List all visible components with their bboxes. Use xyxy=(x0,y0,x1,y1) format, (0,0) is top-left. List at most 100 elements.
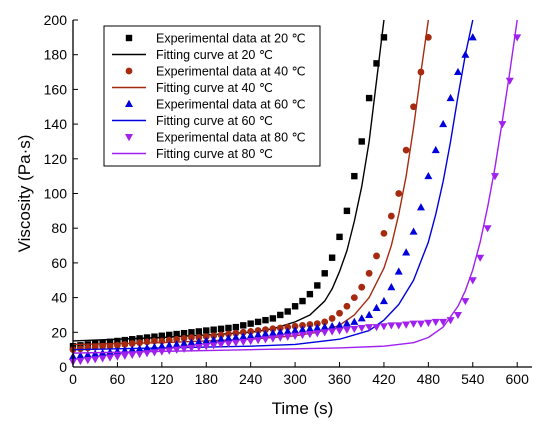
data-point xyxy=(402,146,410,154)
data-point xyxy=(409,320,418,328)
data-point xyxy=(299,297,306,305)
data-point xyxy=(83,350,92,358)
data-point xyxy=(202,336,211,344)
y-tick-label: 60 xyxy=(51,255,67,271)
data-point xyxy=(113,353,122,361)
data-point xyxy=(365,269,373,277)
data-point xyxy=(268,328,277,337)
data-point xyxy=(187,338,196,346)
data-point xyxy=(114,337,121,345)
data-point xyxy=(239,328,247,336)
data-point xyxy=(180,339,189,347)
y-tick-label: 100 xyxy=(44,186,68,202)
data-point xyxy=(335,321,344,329)
data-point xyxy=(409,227,418,235)
x-tick-label: 360 xyxy=(328,371,352,387)
data-point xyxy=(373,60,380,67)
legend-label: Experimental data at 80 ℃ xyxy=(156,131,306,145)
data-point xyxy=(468,277,477,285)
data-point xyxy=(76,357,85,366)
data-point xyxy=(106,354,115,362)
data-point xyxy=(217,331,225,339)
data-point xyxy=(461,298,470,306)
x-tick-label: 60 xyxy=(110,371,126,387)
data-point xyxy=(98,355,107,363)
data-point xyxy=(321,318,329,326)
data-point xyxy=(209,335,218,344)
data-point xyxy=(358,283,366,291)
y-tick-label: 180 xyxy=(44,47,68,63)
data-point xyxy=(284,308,291,315)
legend-label: Fitting curve at 80 ℃ xyxy=(156,147,273,161)
data-point xyxy=(305,324,314,332)
data-point xyxy=(99,339,106,346)
data-point xyxy=(254,330,263,338)
data-point xyxy=(328,328,337,336)
legend-label: Fitting curve at 40 ℃ xyxy=(156,81,273,95)
data-point xyxy=(106,348,115,356)
data-point xyxy=(365,94,373,102)
data-point xyxy=(239,338,248,347)
data-point xyxy=(172,346,181,354)
data-point xyxy=(269,315,277,322)
data-point xyxy=(291,303,299,310)
data-point xyxy=(395,190,403,197)
data-point xyxy=(402,321,411,329)
data-point xyxy=(194,344,203,352)
y-tick-label: 160 xyxy=(44,81,68,97)
data-point xyxy=(158,332,166,339)
legend-item: Fitting curve at 80 ℃ xyxy=(112,147,273,161)
data-point xyxy=(276,334,285,342)
data-point xyxy=(217,325,225,333)
data-point xyxy=(276,324,284,332)
x-tick-label: 240 xyxy=(239,371,263,387)
y-tick-label: 140 xyxy=(44,116,68,132)
data-point xyxy=(188,329,195,336)
data-point xyxy=(151,333,158,340)
data-point xyxy=(150,349,159,357)
data-point xyxy=(217,341,226,349)
series-7 xyxy=(72,19,518,354)
data-point xyxy=(291,322,299,330)
data-point xyxy=(194,337,203,345)
data-point xyxy=(240,322,247,329)
data-point xyxy=(247,328,255,335)
series-4 xyxy=(69,33,477,360)
data-point xyxy=(239,332,248,340)
data-point xyxy=(76,351,85,359)
data-point xyxy=(320,322,329,331)
data-point xyxy=(365,324,374,332)
x-tick-label: 480 xyxy=(417,371,441,387)
data-point xyxy=(468,33,477,41)
data-point xyxy=(261,336,270,344)
data-point xyxy=(91,356,100,364)
legend-item: Experimental data at 60 ℃ xyxy=(125,98,306,112)
plot-area xyxy=(69,19,522,366)
data-point xyxy=(283,327,292,335)
data-point xyxy=(246,331,255,339)
data-point xyxy=(291,326,300,334)
x-tick-label: 540 xyxy=(461,371,485,387)
data-point xyxy=(224,340,233,348)
x-tick-label: 420 xyxy=(372,371,396,387)
data-point xyxy=(335,327,344,335)
data-point xyxy=(231,339,240,347)
data-point xyxy=(446,93,455,102)
y-tick-label: 200 xyxy=(44,12,68,28)
data-point xyxy=(91,349,100,357)
data-point xyxy=(291,332,300,340)
data-point xyxy=(262,326,269,334)
legend-item: Experimental data at 20 ℃ xyxy=(125,32,306,46)
data-point xyxy=(77,345,84,353)
data-point xyxy=(298,331,307,340)
data-point xyxy=(328,254,336,261)
data-point xyxy=(284,323,292,331)
data-point xyxy=(209,342,218,350)
data-point xyxy=(262,316,269,324)
data-point xyxy=(298,325,307,333)
x-axis-title: Time (s) xyxy=(272,399,334,418)
data-point xyxy=(372,303,381,312)
data-point xyxy=(77,342,84,349)
legend-label: Fitting curve at 20 ℃ xyxy=(156,48,273,62)
data-point xyxy=(336,233,343,241)
